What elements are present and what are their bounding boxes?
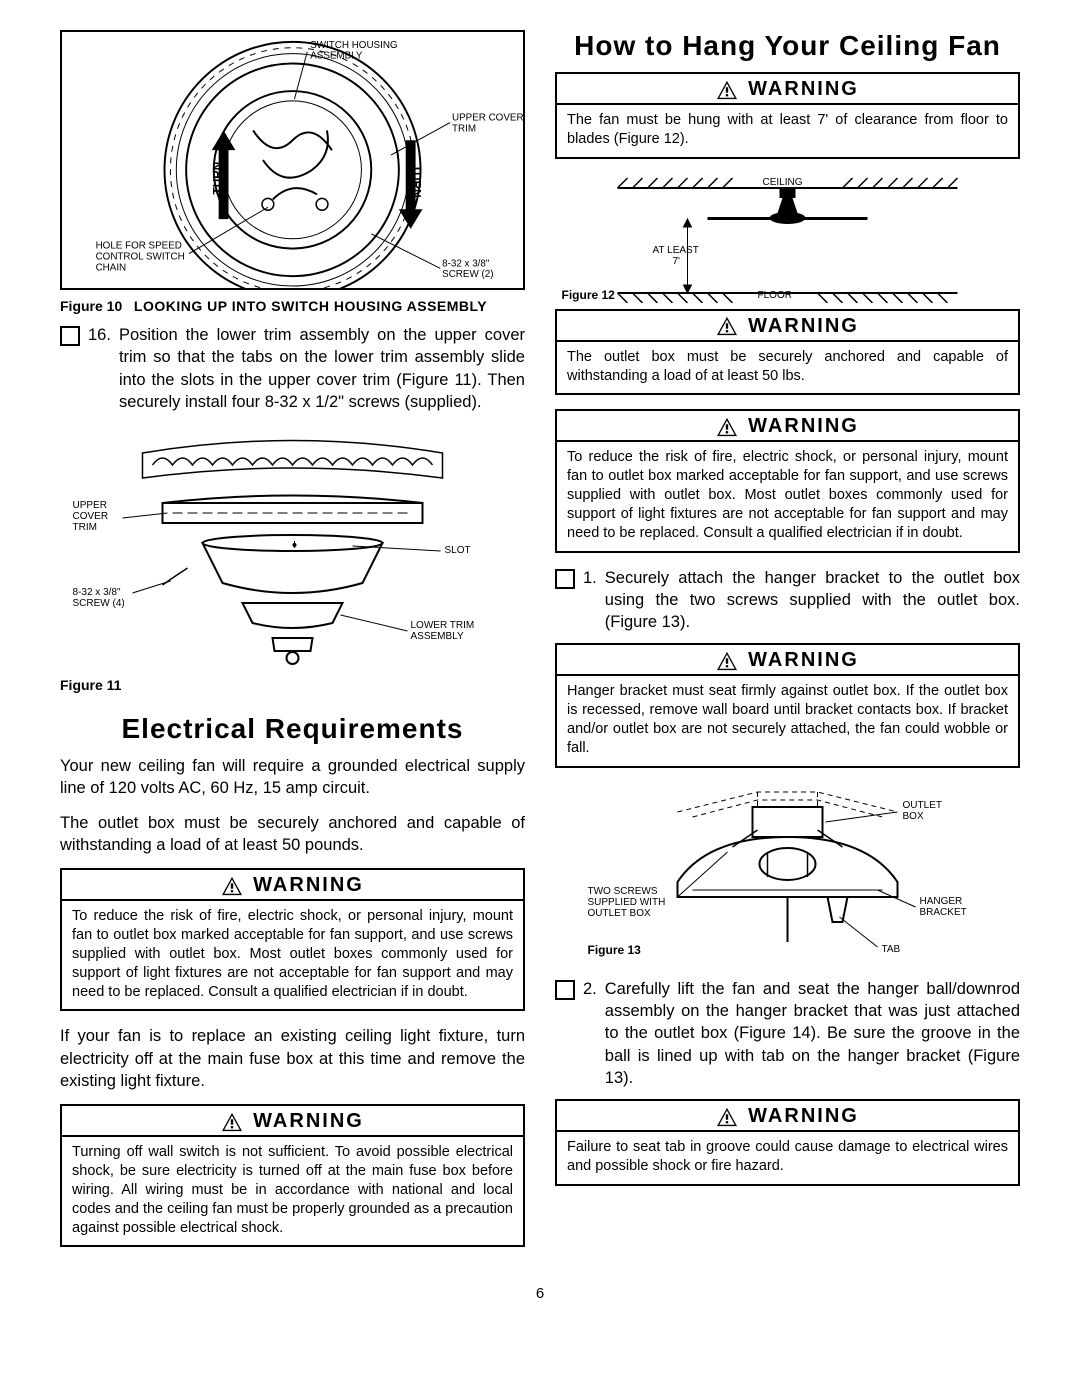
- fig10-hole-label: HOLE FOR SPEED: [96, 241, 182, 252]
- fig13-tab-label: TAB: [882, 944, 901, 955]
- warning-label: WARNING: [748, 78, 859, 101]
- warning-body: Turning off wall switch is not sufficien…: [62, 1137, 523, 1245]
- step-1: 1. Securely attach the hanger bracket to…: [555, 567, 1020, 634]
- svg-text:CHAIN: CHAIN: [96, 262, 127, 273]
- svg-text:COVER: COVER: [73, 511, 109, 522]
- left-column: TURN TURN SWITCH HOUSING ASSEMBLY UPPER …: [60, 30, 525, 1261]
- warning-icon: [716, 1107, 738, 1127]
- svg-text:7': 7': [673, 256, 681, 267]
- electrical-p1: Your new ceiling fan will require a grou…: [60, 755, 525, 800]
- step-number: 1.: [583, 567, 597, 634]
- checkbox-icon: [555, 569, 575, 589]
- fig12-ceiling-label: CEILING: [763, 177, 803, 188]
- figure-13: OUTLET BOX TWO SCREWS SUPPLIED WITH OUTL…: [555, 782, 1020, 972]
- step-16: 16. Position the lower trim assembly on …: [60, 324, 525, 413]
- step-text: Securely attach the hanger bracket to th…: [605, 567, 1020, 634]
- fig11-slot-label: SLOT: [445, 545, 471, 556]
- warning-icon: [716, 417, 738, 437]
- warning-box: WARNING The fan must be hung with at lea…: [555, 72, 1020, 159]
- electrical-title: Electrical Requirements: [60, 713, 525, 745]
- step-number: 16.: [88, 324, 111, 413]
- svg-text:BRACKET: BRACKET: [920, 907, 967, 918]
- svg-text:SCREW (4): SCREW (4): [73, 598, 125, 609]
- warning-label: WARNING: [748, 649, 859, 672]
- figure-10-caption: Figure 10 LOOKING UP INTO SWITCH HOUSING…: [60, 298, 525, 314]
- fig11-upper-label: UPPER: [73, 500, 107, 511]
- svg-text:OUTLET BOX: OUTLET BOX: [588, 908, 651, 919]
- fig10-upper-cover-label: UPPER COVER: [452, 113, 523, 124]
- step-number: 2.: [583, 978, 597, 1089]
- svg-text:ASSEMBLY: ASSEMBLY: [310, 51, 363, 62]
- warning-body: Failure to seat tab in groove could caus…: [557, 1132, 1018, 1184]
- svg-text:SUPPLIED WITH: SUPPLIED WITH: [588, 897, 666, 908]
- figure-11-caption: Figure 11: [60, 677, 525, 693]
- turn-left-label: TURN: [211, 162, 225, 195]
- svg-text:CONTROL SWITCH: CONTROL SWITCH: [96, 251, 185, 262]
- warning-label: WARNING: [253, 874, 364, 897]
- figure-11: UPPER COVER TRIM SLOT 8-32 x 3/8" SCREW …: [60, 423, 525, 673]
- checkbox-icon: [555, 980, 575, 1000]
- svg-text:BOX: BOX: [903, 811, 924, 822]
- svg-text:TRIM: TRIM: [452, 123, 476, 134]
- hang-title: How to Hang Your Ceiling Fan: [555, 30, 1020, 62]
- warning-icon: [716, 80, 738, 100]
- warning-box: WARNING To reduce the risk of fire, elec…: [60, 868, 525, 1011]
- svg-text:SCREW (2): SCREW (2): [442, 269, 493, 280]
- figure-13-caption: Figure 13: [588, 943, 642, 957]
- step-text: Position the lower trim assembly on the …: [119, 324, 525, 413]
- fig12-floor-label: FLOOR: [758, 290, 792, 301]
- warning-box: WARNING Hanger bracket must seat firmly …: [555, 643, 1020, 767]
- right-column: How to Hang Your Ceiling Fan WARNING The…: [555, 30, 1020, 1261]
- checkbox-icon: [60, 326, 80, 346]
- turn-right-label: TURN: [410, 165, 424, 198]
- svg-text:ASSEMBLY: ASSEMBLY: [411, 631, 464, 642]
- step-text: Carefully lift the fan and seat the hang…: [605, 978, 1020, 1089]
- warning-label: WARNING: [748, 315, 859, 338]
- step-2: 2. Carefully lift the fan and seat the h…: [555, 978, 1020, 1089]
- fig11-lower-trim-label: LOWER TRIM: [411, 620, 475, 631]
- warning-icon: [716, 651, 738, 671]
- warning-icon: [716, 316, 738, 336]
- warning-label: WARNING: [253, 1110, 364, 1133]
- warning-body: To reduce the risk of fire, electric sho…: [557, 442, 1018, 550]
- electrical-p3: If your fan is to replace an existing ce…: [60, 1025, 525, 1092]
- fig11-screw-label: 8-32 x 3/8": [73, 587, 121, 598]
- fig13-outlet-label: OUTLET: [903, 800, 942, 811]
- fig12-atleast-label: AT LEAST: [653, 245, 699, 256]
- figure-10: TURN TURN SWITCH HOUSING ASSEMBLY UPPER …: [60, 30, 525, 290]
- warning-box: WARNING The outlet box must be securely …: [555, 309, 1020, 396]
- electrical-p2: The outlet box must be securely anchored…: [60, 812, 525, 857]
- warning-icon: [221, 1112, 243, 1132]
- figure-12-caption: Figure 12: [562, 288, 616, 302]
- fig13-hanger-label: HANGER: [920, 896, 963, 907]
- fig13-screws-label: TWO SCREWS: [588, 886, 658, 897]
- warning-box: WARNING Turning off wall switch is not s…: [60, 1104, 525, 1247]
- fig10-switch-housing-label: SWITCH HOUSING: [310, 40, 397, 51]
- warning-label: WARNING: [748, 1105, 859, 1128]
- svg-text:TRIM: TRIM: [73, 522, 97, 533]
- page-number: 6: [0, 1285, 1080, 1302]
- warning-body: Hanger bracket must seat firmly against …: [557, 676, 1018, 765]
- warning-box: WARNING To reduce the risk of fire, elec…: [555, 409, 1020, 552]
- warning-body: To reduce the risk of fire, electric sho…: [62, 901, 523, 1009]
- warning-label: WARNING: [748, 415, 859, 438]
- figure-12: CEILING AT LEAST 7': [555, 173, 1020, 303]
- warning-body: The fan must be hung with at least 7' of…: [557, 105, 1018, 157]
- warning-box: WARNING Failure to seat tab in groove co…: [555, 1099, 1020, 1186]
- warning-icon: [221, 876, 243, 896]
- warning-body: The outlet box must be securely anchored…: [557, 342, 1018, 394]
- fig10-screw-label: 8-32 x 3/8": [442, 258, 490, 269]
